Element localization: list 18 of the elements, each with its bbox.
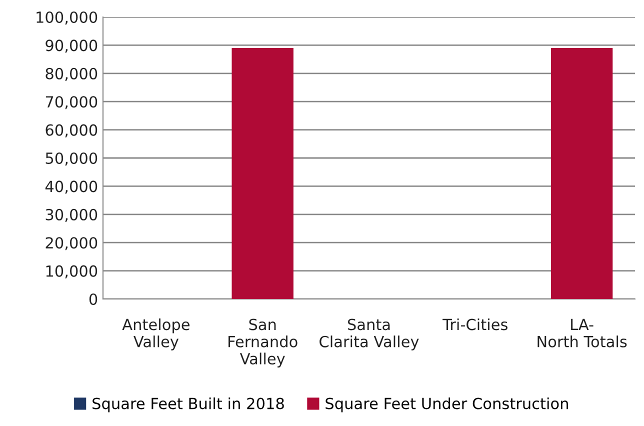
x-tick-label: San Fernando Valley bbox=[228, 318, 298, 368]
y-tick-label: 0 bbox=[89, 293, 98, 306]
legend-label: Square Feet Built in 2018 bbox=[92, 397, 284, 412]
y-tick-label: 10,000 bbox=[46, 265, 98, 278]
x-tick-label: Tri-Cities bbox=[442, 318, 508, 330]
y-tick-label: 100,000 bbox=[36, 11, 98, 25]
legend-label: Square Feet Under Construction bbox=[326, 397, 568, 412]
x-tick-label: Antelope Valley bbox=[122, 318, 190, 350]
y-tick-label: 70,000 bbox=[46, 96, 98, 110]
y-tick-label: 90,000 bbox=[46, 40, 98, 53]
y-tick-label: 40,000 bbox=[45, 180, 98, 194]
x-tick-label: Santa Clarita Valley bbox=[320, 318, 419, 350]
y-tick-label: 20,000 bbox=[46, 237, 98, 250]
x-tick-label: LA- North Totals bbox=[538, 318, 627, 348]
y-tick-label: 30,000 bbox=[46, 208, 98, 222]
y-tick-label: 60,000 bbox=[46, 124, 98, 138]
y-tick-label: 80,000 bbox=[46, 68, 98, 81]
y-tick-label: 50,000 bbox=[46, 152, 98, 166]
